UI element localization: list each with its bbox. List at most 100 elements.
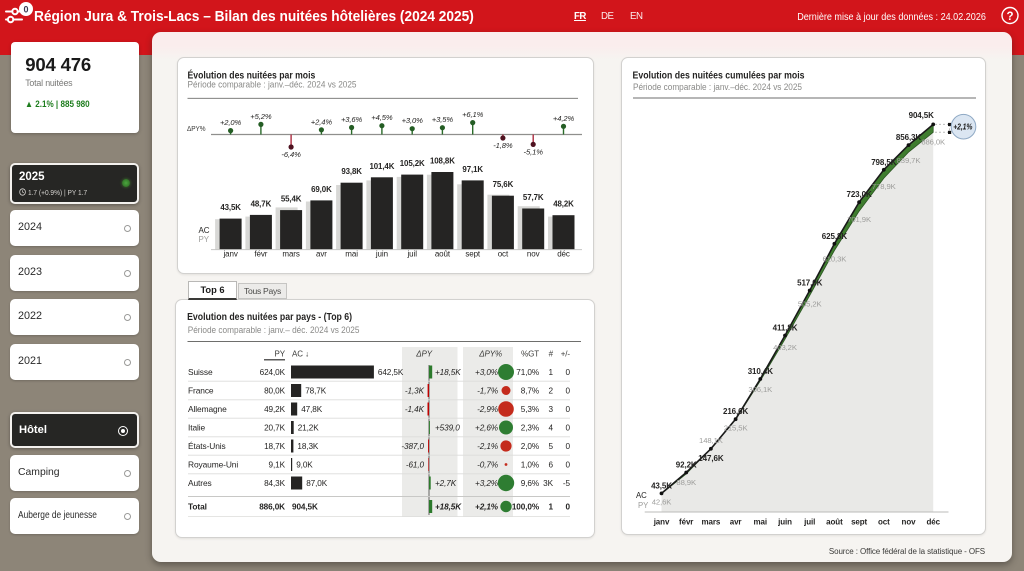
svg-text:71,0%: 71,0% bbox=[516, 368, 539, 377]
svg-text:904,5K: 904,5K bbox=[292, 503, 318, 512]
svg-text:oct: oct bbox=[498, 250, 509, 259]
svg-text:+2,6%: +2,6% bbox=[475, 424, 498, 433]
svg-text:nov: nov bbox=[527, 250, 540, 259]
svg-text:févr: févr bbox=[254, 250, 267, 259]
svg-text:+2,1%: +2,1% bbox=[953, 122, 973, 131]
svg-text:9,0K: 9,0K bbox=[296, 461, 313, 470]
svg-text:ΔPY%: ΔPY% bbox=[478, 350, 502, 359]
svg-text:1,0%: 1,0% bbox=[521, 461, 539, 470]
svg-text:9,1K: 9,1K bbox=[269, 461, 286, 470]
svg-text:18,3K: 18,3K bbox=[297, 442, 319, 451]
svg-text:Période comparable : janv.–déc: Période comparable : janv.–déc. 2024 vs … bbox=[633, 82, 802, 92]
svg-text:403,2K: 403,2K bbox=[773, 343, 798, 352]
svg-text:0: 0 bbox=[566, 387, 571, 396]
svg-text:-61,0: -61,0 bbox=[406, 461, 425, 470]
svg-text:-1,3K: -1,3K bbox=[405, 387, 425, 396]
svg-text:0: 0 bbox=[566, 461, 571, 470]
svg-text:+4,2%: +4,2% bbox=[553, 114, 575, 123]
svg-text:mars: mars bbox=[282, 250, 299, 259]
svg-text:avr: avr bbox=[730, 518, 742, 527]
svg-text:5: 5 bbox=[549, 442, 554, 451]
svg-text:+3,0%: +3,0% bbox=[402, 116, 424, 125]
svg-text:3K: 3K bbox=[543, 479, 553, 488]
svg-text:Évolution des nuitées par mois: Évolution des nuitées par mois bbox=[188, 68, 316, 81]
svg-text:États-Unis: États-Unis bbox=[188, 441, 226, 451]
svg-text:517,0K: 517,0K bbox=[797, 279, 823, 288]
svg-text:Période comparable : janv.– dé: Période comparable : janv.– déc. 2024 vs… bbox=[188, 325, 360, 335]
svg-text:+18,5K: +18,5K bbox=[435, 503, 462, 512]
svg-text:48,7K: 48,7K bbox=[251, 199, 272, 208]
svg-text:0: 0 bbox=[566, 442, 571, 451]
svg-text:798,5K: 798,5K bbox=[871, 158, 897, 167]
svg-text:-1,8%: -1,8% bbox=[493, 141, 513, 150]
svg-text:-0,7%: -0,7% bbox=[477, 461, 498, 470]
svg-text:sept: sept bbox=[851, 518, 867, 527]
svg-text:août: août bbox=[435, 250, 451, 259]
svg-text:69,0K: 69,0K bbox=[311, 185, 332, 194]
svg-text:Evolution des nuitées par pays: Evolution des nuitées par pays - (Top 6) bbox=[187, 312, 352, 323]
svg-text:80,0K: 80,0K bbox=[264, 387, 286, 396]
svg-text:856,3K: 856,3K bbox=[896, 133, 922, 142]
svg-text:-6,4%: -6,4% bbox=[281, 150, 301, 159]
svg-text:+2,0%: +2,0% bbox=[220, 118, 242, 127]
svg-text:avr: avr bbox=[316, 250, 327, 259]
svg-text:9,6%: 9,6% bbox=[521, 479, 539, 488]
svg-text:févr: févr bbox=[679, 518, 693, 527]
svg-text:sept: sept bbox=[465, 250, 481, 259]
svg-text:1: 1 bbox=[549, 503, 554, 512]
svg-text:148,1K: 148,1K bbox=[699, 436, 724, 445]
svg-text:2: 2 bbox=[549, 387, 554, 396]
svg-text:-5: -5 bbox=[563, 479, 571, 488]
svg-text:Italie: Italie bbox=[188, 423, 206, 433]
svg-text:505,2K: 505,2K bbox=[798, 300, 823, 309]
svg-text:-2,9%: -2,9% bbox=[477, 405, 498, 414]
svg-text:0: 0 bbox=[566, 368, 571, 377]
svg-text:+2,1%: +2,1% bbox=[475, 503, 499, 512]
svg-text:18,7K: 18,7K bbox=[264, 442, 286, 451]
svg-text:310,4K: 310,4K bbox=[748, 367, 774, 376]
svg-text:oct: oct bbox=[878, 518, 890, 527]
svg-text:20,7K: 20,7K bbox=[264, 424, 286, 433]
svg-text:+3,5%: +3,5% bbox=[432, 115, 454, 124]
svg-text:8,7%: 8,7% bbox=[521, 387, 539, 396]
svg-text:+2,4%: +2,4% bbox=[311, 117, 333, 126]
svg-text:PY: PY bbox=[275, 350, 286, 359]
svg-text:+4,5%: +4,5% bbox=[371, 113, 393, 122]
svg-text:0: 0 bbox=[566, 424, 571, 433]
svg-text:642,5K: 642,5K bbox=[378, 368, 404, 377]
svg-text:AC: AC bbox=[636, 491, 647, 500]
svg-text:886,0K: 886,0K bbox=[921, 137, 946, 146]
svg-text:624,0K: 624,0K bbox=[260, 368, 286, 377]
svg-text:-1,7%: -1,7% bbox=[477, 387, 498, 396]
svg-text:AC: AC bbox=[199, 226, 210, 235]
svg-text:+/-: +/- bbox=[561, 350, 571, 359]
svg-text:4: 4 bbox=[549, 424, 554, 433]
svg-text:PY: PY bbox=[199, 235, 210, 244]
svg-text:43,5K: 43,5K bbox=[220, 203, 241, 212]
svg-text:-2,1%: -2,1% bbox=[477, 442, 498, 451]
svg-text:21,2K: 21,2K bbox=[298, 424, 320, 433]
svg-text:France: France bbox=[188, 386, 214, 396]
svg-text:?: ? bbox=[1006, 11, 1013, 23]
svg-text:6: 6 bbox=[549, 461, 554, 470]
svg-text:47,8K: 47,8K bbox=[301, 405, 323, 414]
svg-text:-387,0: -387,0 bbox=[401, 442, 424, 451]
svg-text:Royaume-Uni: Royaume-Uni bbox=[188, 460, 238, 470]
svg-text:+539,0: +539,0 bbox=[435, 424, 460, 433]
svg-text:déc: déc bbox=[926, 518, 940, 527]
svg-text:Suisse: Suisse bbox=[188, 367, 213, 377]
svg-text:105,2K: 105,2K bbox=[400, 159, 425, 168]
svg-text:778,9K: 778,9K bbox=[872, 182, 897, 191]
svg-text:0: 0 bbox=[23, 5, 28, 15]
svg-text:2,0%: 2,0% bbox=[521, 442, 539, 451]
svg-text:306,1K: 306,1K bbox=[748, 385, 773, 394]
svg-text:#: # bbox=[549, 350, 554, 359]
svg-text:juin: juin bbox=[777, 518, 792, 527]
svg-text:mai: mai bbox=[754, 518, 768, 527]
svg-text:57,7K: 57,7K bbox=[523, 193, 544, 202]
svg-text:Total: Total bbox=[188, 502, 207, 512]
svg-text:mars: mars bbox=[702, 518, 721, 527]
svg-text:août: août bbox=[826, 518, 843, 527]
svg-text:janv: janv bbox=[222, 250, 237, 259]
svg-text:0: 0 bbox=[566, 405, 571, 414]
